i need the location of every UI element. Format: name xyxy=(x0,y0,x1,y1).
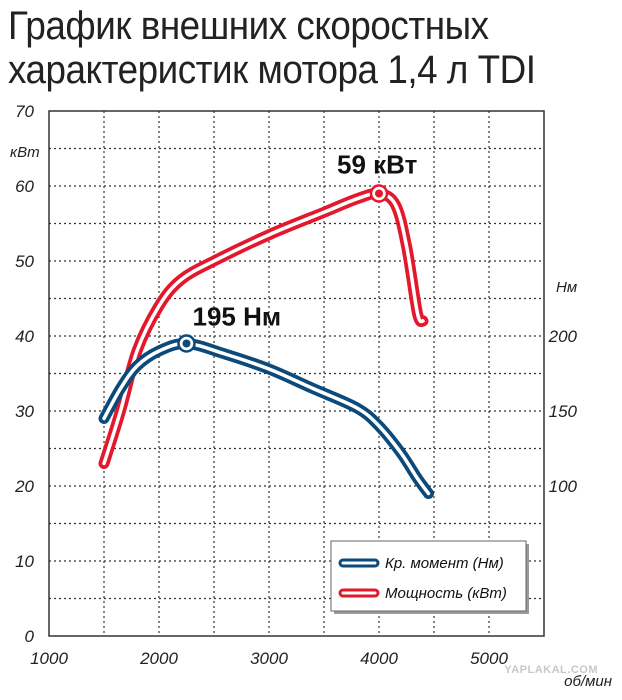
x-unit-label: об/мин xyxy=(564,673,612,690)
axis-ticks: 1000 2000 3000 4000 5000 0 10 20 30 40 50 60 70 100 15… xyxy=(10,102,612,690)
chart-series xyxy=(98,187,434,499)
chart-markers: 195 Нм 59 кВт xyxy=(177,150,418,353)
chart-title-line-1: График внешних скоростных xyxy=(8,4,489,48)
y-left-tick-label: 60 xyxy=(15,177,34,196)
y-left-tick-label: 40 xyxy=(15,327,34,346)
torque-line-inner xyxy=(102,341,431,496)
power-legend-label: Мощность (кВт) xyxy=(385,585,507,602)
x-tick-label: 1000 xyxy=(30,649,68,668)
y-left-unit-label: кВт xyxy=(10,144,40,161)
y-left-tick-label: 30 xyxy=(15,402,34,421)
watermark: YAPLAKAL.COM xyxy=(504,664,598,676)
legend-box xyxy=(330,540,527,612)
y-right-tick-label: 150 xyxy=(549,402,578,421)
x-tick-label: 3000 xyxy=(250,649,288,668)
x-tick-label: 4000 xyxy=(360,649,398,668)
torque-line-outer xyxy=(98,337,434,499)
y-left-tick-label: 50 xyxy=(15,252,34,271)
x-tick-label: 2000 xyxy=(139,649,178,668)
y-right-unit-label: Нм xyxy=(556,279,577,296)
power-peak-marker xyxy=(375,189,383,198)
y-left-tick-label: 20 xyxy=(14,477,34,496)
y-right-tick-label: 200 xyxy=(548,327,578,346)
x-tick-label: 5000 xyxy=(470,649,508,668)
y-left-tick-label: 70 xyxy=(15,102,34,121)
power-line-inner xyxy=(102,191,425,466)
power-peak-label: 59 кВт xyxy=(337,150,418,180)
y-right-tick-label: 100 xyxy=(549,477,578,496)
y-left-tick-label: 0 xyxy=(25,627,35,646)
chart-title: График внешних скоростных характеристик … xyxy=(8,4,566,92)
chart-title-line-2: характеристик мотора 1,4 л TDI xyxy=(8,48,536,92)
chart-legend: Кр. момент (Нм) Мощность (кВт) xyxy=(330,540,529,614)
chart-grid xyxy=(48,110,545,637)
y-left-tick-label: 10 xyxy=(15,552,34,571)
torque-peak-label: 195 Нм xyxy=(193,302,282,332)
torque-legend-label: Кр. момент (Нм) xyxy=(385,555,504,572)
torque-peak-marker xyxy=(182,339,191,348)
